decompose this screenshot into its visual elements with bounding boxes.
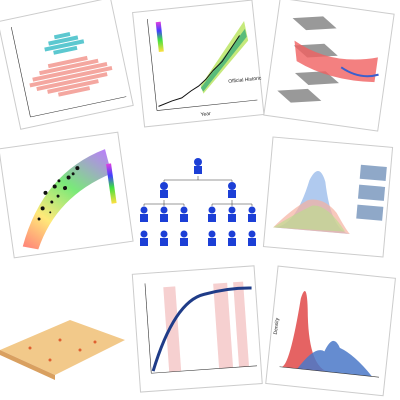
panel-planes bbox=[263, 0, 395, 132]
y-axis-label: Density bbox=[273, 317, 281, 335]
panel-rainbow bbox=[0, 131, 134, 259]
panel-pyramid bbox=[0, 0, 134, 130]
panel-surface bbox=[0, 320, 125, 380]
panel-gdp: Year Official Historic bbox=[132, 0, 265, 128]
x-axis-label: Year bbox=[200, 111, 211, 118]
panel-density: Density bbox=[265, 265, 396, 397]
panel-tree bbox=[140, 158, 256, 246]
legend-entry: Official Historic bbox=[228, 75, 262, 84]
panel-logistic bbox=[131, 265, 263, 393]
panel-densities bbox=[262, 136, 394, 258]
